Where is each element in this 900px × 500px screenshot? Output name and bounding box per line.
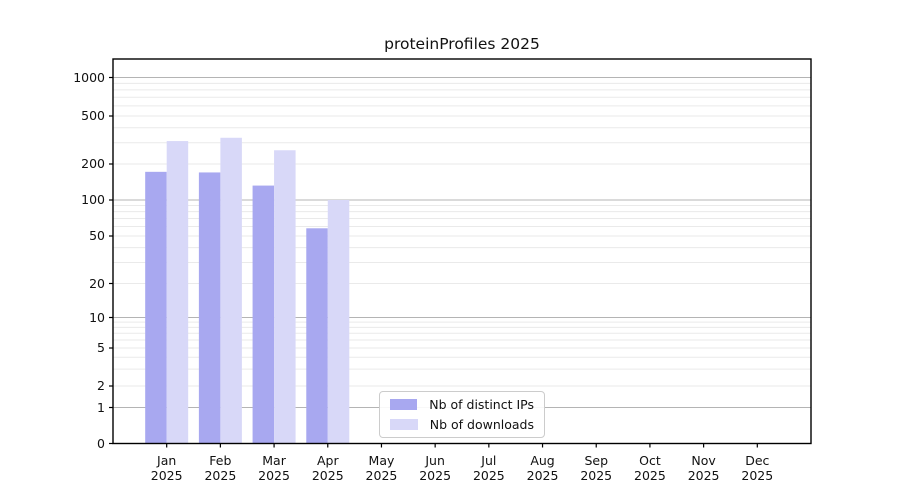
x-tick-label: Dec 2025	[741, 452, 774, 483]
legend-item: Nb of distinct IPs	[390, 397, 534, 412]
x-tick-label: Feb 2025	[204, 452, 237, 483]
y-tick-label: 20	[89, 275, 105, 291]
y-tick-label: 1	[97, 399, 105, 415]
y-tick-label: 10	[89, 309, 105, 325]
y-tick-label: 2	[97, 378, 105, 393]
legend-swatch-downloads	[390, 419, 418, 430]
bar-nb-of-distinct-ips-feb-2025	[198, 172, 221, 444]
y-tick-label: 500	[81, 108, 105, 123]
x-tick-label: Mar 2025	[258, 452, 290, 483]
y-tick-label: 100	[81, 192, 105, 207]
x-tick-label: Nov 2025	[687, 452, 720, 483]
legend: Nb of distinct IPs Nb of downloads	[379, 391, 545, 438]
legend-swatch-distinct-ips	[390, 399, 418, 410]
x-tick-label: Apr 2025	[311, 452, 344, 483]
legend-label-distinct-ips: Nb of distinct IPs	[429, 397, 534, 412]
y-tick-label: 50	[89, 228, 105, 243]
bar-nb-of-distinct-ips-apr-2025	[306, 228, 328, 444]
x-tick-label: Sep 2025	[580, 452, 613, 483]
bar-nb-of-downloads-mar-2025	[274, 150, 296, 444]
bar-nb-of-downloads-jan-2025	[166, 141, 189, 444]
y-tick-label: 200	[81, 156, 105, 171]
legend-label-downloads: Nb of downloads	[429, 417, 534, 432]
chart-title: proteinProfiles 2025	[384, 35, 540, 53]
legend-item: Nb of downloads	[390, 417, 534, 432]
bar-nb-of-distinct-ips-mar-2025	[252, 185, 275, 444]
y-tick-label: 0	[97, 435, 105, 451]
y-tick-label: 1000	[73, 69, 105, 85]
x-tick-label: Aug 2025	[526, 452, 559, 483]
bar-nb-of-downloads-apr-2025	[327, 200, 350, 444]
plot-border	[112, 58, 812, 445]
y-tick-label: 5	[97, 340, 105, 355]
bar-nb-of-distinct-ips-jan-2025	[145, 171, 167, 444]
x-tick-label: Oct 2025	[634, 452, 666, 483]
x-tick-label: May 2025	[365, 452, 398, 483]
bar-nb-of-downloads-feb-2025	[220, 137, 242, 444]
x-tick-label: Jul 2025	[472, 452, 505, 483]
x-tick-label: Jan 2025	[150, 452, 183, 483]
x-tick-label: Jun 2025	[419, 452, 452, 483]
